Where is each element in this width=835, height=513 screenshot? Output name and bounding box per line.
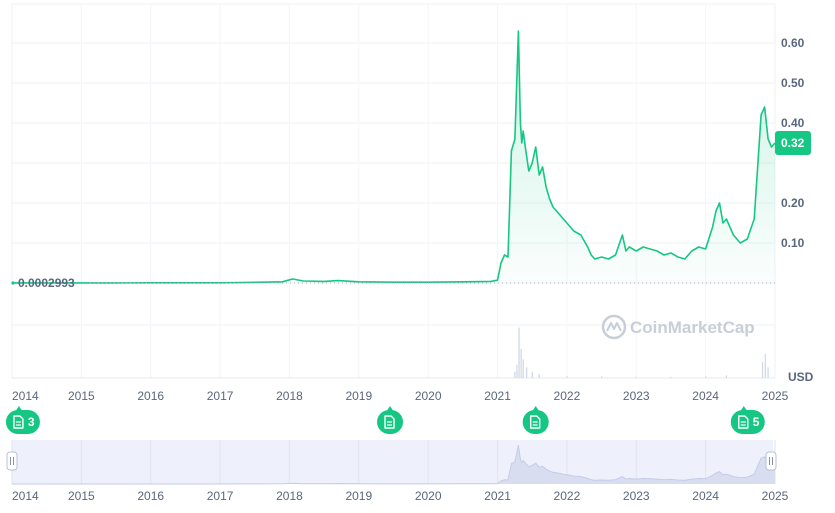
navigator-x-tick-label: 2022 [554,489,581,503]
navigator-line [12,445,776,485]
volume-bar [761,362,764,378]
range-navigator[interactable] [6,440,777,485]
navigator-left-handle[interactable] [6,451,18,471]
navigator-x-tick-label: 2024 [692,489,719,503]
document-icon [13,415,24,429]
volume-bar [518,327,520,378]
x-tick-label: 2017 [207,389,234,403]
x-tick-label: 2023 [623,389,650,403]
volume-bar [514,371,516,378]
start-price-label: 0.0002993 [18,276,75,290]
event-count: 3 [28,415,35,429]
y-tick-label: 0.50 [781,76,805,90]
x-tick-label: 2016 [137,389,164,403]
navigator-left-handle-grip [6,451,18,471]
volume-bar [705,376,707,378]
volume-bar [764,354,766,378]
volume-bar [600,376,603,378]
volume-bar [635,376,637,378]
volume-bar [670,376,672,378]
current-price-tag-bg [775,131,811,155]
x-tick-label: 2019 [345,389,372,403]
event-marker[interactable] [377,406,404,434]
navigator-x-tick-label: 2019 [345,489,372,503]
y-tick-label: 0.60 [781,36,805,50]
x-tick-label: 2024 [692,389,719,403]
navigator-selected-range [12,440,773,484]
x-tick-label: 2014 [12,389,39,403]
currency-label: USD [788,370,814,384]
start-point [11,281,15,285]
coinmarketcap-watermark: CoinMarketCap [601,314,755,340]
current-price-tag: 0.32 [775,131,811,155]
x-tick-label: 2025 [762,389,789,403]
navigator-x-axis: 2014 2015 2016 2017 2018 2019 2020 2021 2022 2023… [12,489,789,503]
x-tick-label: 2022 [554,389,581,403]
y-tick-label: 0.20 [781,196,805,210]
navigator-right-handle[interactable] [765,451,777,471]
y-tick-label: 0.10 [781,236,805,250]
document-icon [738,415,749,429]
volume-bars [514,327,769,378]
navigator-x-tick-label: 2021 [484,489,511,503]
event-count: 5 [753,415,760,429]
price-area-fill [12,31,775,283]
price-line [12,30,776,284]
event-marker[interactable]: 3 [5,406,40,434]
coinmarketcap-logo-icon [601,314,627,340]
event-marker[interactable]: 5 [730,406,765,434]
navigator-x-tick-label: 2025 [762,489,789,503]
navigator-right-handle-grip [765,451,777,471]
navigator-x-tick-label: 2018 [276,489,303,503]
x-tick-label: 2018 [276,389,303,403]
event-marker[interactable] [522,406,549,434]
document-icon [529,415,541,429]
logo-wave [606,322,622,332]
volume-bar [516,364,518,378]
grid [11,3,776,379]
price-area [12,31,775,283]
logo-ring [601,314,627,340]
navigator-x-tick-label: 2020 [415,489,442,503]
volume-bar [725,375,728,378]
volume-bar [566,375,568,378]
price-line-group [11,30,776,285]
document-icon [384,415,395,429]
navigator-area [12,445,775,484]
x-tick-label: 2020 [415,389,442,403]
volume-bar [520,348,522,378]
volume-bar [526,367,528,378]
x-tick-label: 2015 [68,389,95,403]
x-axis: 2014 2015 2016 2017 2018 2019 2020 2021 2022 2023… [12,389,789,403]
navigator-x-tick-label: 2014 [12,489,39,503]
navigator-x-tick-label: 2016 [137,489,164,503]
y-tick-label: 0.40 [781,116,805,130]
volume-bar [522,359,524,378]
navigator-x-tick-label: 2023 [623,489,650,503]
volume-bar [531,371,533,378]
y-axis: 0.10 0.20 0.40 0.50 0.60 [781,36,805,250]
watermark-text: CoinMarketCap [630,318,755,337]
volume-bar [767,367,769,378]
x-tick-label: 2021 [484,389,511,403]
volume-bar [538,373,540,378]
navigator-x-tick-label: 2015 [68,489,95,503]
current-price-value: 0.32 [781,136,805,150]
navigator-x-tick-label: 2017 [207,489,234,503]
